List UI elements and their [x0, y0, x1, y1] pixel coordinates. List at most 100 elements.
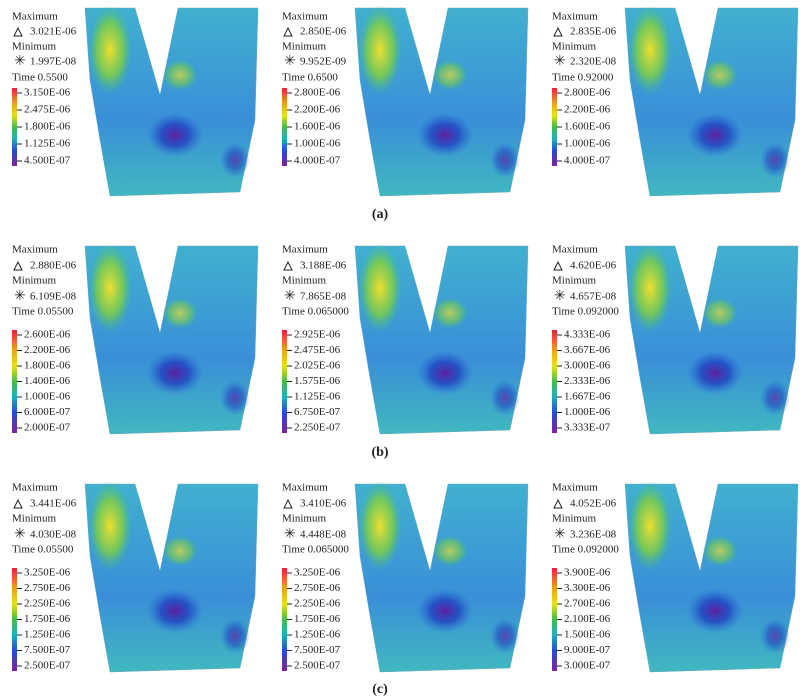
max-title: Maximum: [12, 11, 58, 23]
max-title: Maximum: [282, 11, 328, 23]
min-value: 4.448E-08: [300, 529, 347, 541]
low-zone: [760, 380, 790, 416]
min-value: 7.865E-08: [300, 291, 347, 303]
colorbar-label: 6.000E-07: [24, 406, 71, 418]
min-title: Minimum: [552, 275, 596, 287]
colorbar: [12, 88, 17, 166]
colorbar-label: 2.250E-06: [24, 598, 71, 610]
low-zone: [147, 113, 203, 157]
time-label: Time 0.5500: [12, 72, 68, 84]
colorbar-label: 4.000E-07: [294, 155, 341, 167]
colorbar: [552, 568, 557, 671]
colorbar-label: 1.125E-06: [24, 138, 71, 150]
min-title: Minimum: [12, 513, 56, 525]
low-zone: [687, 589, 743, 633]
max-value: 2.835E-06: [570, 26, 617, 38]
colorbar-label: 2.200E-06: [294, 104, 341, 116]
max-symbol: [553, 260, 563, 271]
colorbar-label: 1.800E-06: [24, 360, 71, 372]
colorbar-label: 2.750E-06: [24, 582, 71, 594]
colorbar-label: 2.925E-06: [294, 329, 341, 341]
max-value: 2.850E-06: [300, 26, 347, 38]
high-zone: [358, 243, 402, 333]
colorbar-label: 1.125E-06: [294, 391, 341, 403]
colorbar-label: 2.000E-07: [24, 422, 71, 434]
time-label: Time 0.092000: [552, 544, 619, 556]
colorbar-label: 1.250E-06: [24, 629, 71, 641]
max-symbol: [283, 260, 293, 271]
min-value: 1.997E-08: [30, 56, 77, 68]
high-zone: [628, 243, 672, 333]
high-zone: [702, 535, 738, 567]
min-symbol: ✳: [14, 54, 26, 69]
min-value: 6.109E-08: [30, 291, 77, 303]
colorbar-label: 7.500E-07: [24, 644, 71, 656]
colorbar-label: 2.500E-07: [294, 660, 341, 672]
high-zone: [162, 535, 198, 567]
colorbar-label: 9.000E-07: [564, 644, 611, 656]
colorbar-label: 1.400E-06: [24, 375, 71, 387]
high-zone: [628, 481, 672, 571]
colorbar: [552, 330, 557, 433]
max-title: Maximum: [282, 244, 328, 256]
colorbar-label: 2.475E-06: [294, 344, 341, 356]
max-symbol: [553, 498, 563, 509]
max-title: Maximum: [552, 244, 598, 256]
high-zone: [88, 5, 132, 95]
max-title: Maximum: [282, 482, 328, 494]
min-symbol: ✳: [554, 527, 566, 542]
low-zone: [490, 618, 520, 654]
time-label: Time 0.05500: [12, 544, 74, 556]
colorbar-label: 2.333E-06: [564, 375, 611, 387]
min-value: 4.030E-08: [30, 529, 77, 541]
colorbar-label: 3.900E-06: [564, 567, 611, 579]
max-title: Maximum: [552, 11, 598, 23]
colorbar-label: 3.250E-06: [294, 567, 341, 579]
high-zone: [628, 5, 672, 95]
colorbar-label: 1.000E-06: [564, 138, 611, 150]
min-title: Minimum: [12, 275, 56, 287]
colorbar-label: 1.750E-06: [294, 613, 341, 625]
min-title: Minimum: [552, 513, 596, 525]
max-value: 4.052E-06: [570, 498, 617, 510]
time-label: Time 0.05500: [12, 306, 74, 318]
low-zone: [490, 142, 520, 178]
min-symbol: ✳: [554, 54, 566, 69]
colorbar: [12, 330, 17, 433]
colorbar-label: 1.800E-06: [24, 121, 71, 133]
row-label: (b): [371, 445, 388, 460]
high-zone: [358, 481, 402, 571]
colorbar-label: 4.500E-07: [24, 155, 71, 167]
colorbar-label: 2.200E-06: [564, 104, 611, 116]
min-title: Minimum: [552, 41, 596, 53]
colorbar: [282, 330, 287, 433]
colorbar-label: 1.000E-06: [294, 138, 341, 150]
low-zone: [220, 618, 250, 654]
colorbar-label: 1.250E-06: [294, 629, 341, 641]
colorbar-label: 3.300E-06: [564, 582, 611, 594]
high-zone: [162, 59, 198, 91]
time-label: Time 0.092000: [552, 306, 619, 318]
max-symbol: [283, 26, 293, 37]
high-zone: [702, 59, 738, 91]
row-label: (c): [372, 682, 388, 697]
time-label: Time 0.6500: [282, 72, 338, 84]
colorbar: [282, 568, 287, 671]
colorbar: [12, 568, 17, 671]
colorbar-label: 6.750E-07: [294, 406, 341, 418]
max-symbol: [283, 498, 293, 509]
colorbar-label: 1.000E-06: [564, 406, 611, 418]
max-symbol: [13, 26, 23, 37]
colorbar-label: 3.250E-06: [24, 567, 71, 579]
colorbar-label: 2.100E-06: [564, 613, 611, 625]
max-value: 3.441E-06: [30, 498, 77, 510]
min-value: 2.320E-08: [570, 56, 617, 68]
high-zone: [88, 243, 132, 333]
low-zone: [417, 589, 473, 633]
low-zone: [417, 113, 473, 157]
colorbar-label: 2.800E-06: [294, 87, 341, 99]
max-title: Maximum: [12, 482, 58, 494]
high-zone: [88, 481, 132, 571]
low-zone: [220, 380, 250, 416]
